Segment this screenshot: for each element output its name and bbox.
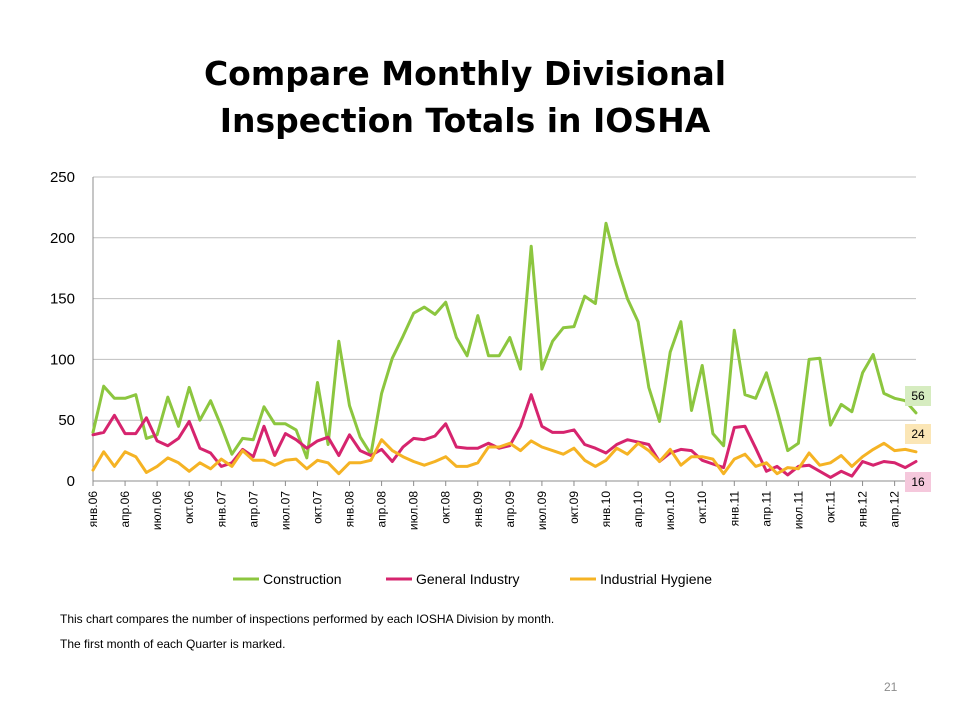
x-tick-label: апр.10 <box>631 491 645 528</box>
x-tick-label: янв.12 <box>856 491 870 528</box>
x-tick-label: июл.11 <box>791 491 805 530</box>
end-label: 16 <box>911 475 925 489</box>
series-line-2 <box>91 438 918 476</box>
y-tick-label: 250 <box>50 169 75 186</box>
chart-title-line-2: Inspection Totals in IOSHA <box>219 101 711 140</box>
legend-label: General Industry <box>416 571 520 587</box>
x-tick-label: окт.08 <box>439 491 453 524</box>
y-tick-label: 200 <box>50 230 75 247</box>
x-tick-label: июл.09 <box>535 491 549 530</box>
chart-title-line-1: Compare Monthly Divisional <box>203 54 727 93</box>
y-tick-label: 50 <box>58 412 75 429</box>
legend-label: Construction <box>263 571 342 587</box>
chart-note-2: The first month of each Quarter is marke… <box>60 637 286 651</box>
x-tick-label: окт.10 <box>695 491 709 524</box>
x-tick-label: янв.10 <box>599 491 613 528</box>
x-tick-label: апр.08 <box>375 491 389 528</box>
chart-note-1: This chart compares the number of inspec… <box>60 612 555 626</box>
x-tick-label: апр.07 <box>246 491 260 528</box>
end-label-box <box>905 472 931 492</box>
line-chart: 0 50 100 150 200 250 янв.06 апр.06 июл.06 окт.06 я… <box>50 169 931 587</box>
page-number: 21 <box>884 680 898 694</box>
x-tick-label: янв.08 <box>343 491 357 528</box>
x-tick-label: янв.11 <box>727 491 741 527</box>
legend-label: Industrial Hygiene <box>600 571 712 587</box>
end-label-box <box>905 386 931 406</box>
x-tick-label: окт.07 <box>310 491 324 524</box>
x-tick-label: июл.06 <box>150 491 164 530</box>
x-tick-label: апр.12 <box>888 491 902 528</box>
end-label: 24 <box>911 427 925 441</box>
x-tick-label: июл.08 <box>407 491 421 530</box>
x-tick-label: окт.09 <box>567 491 581 524</box>
end-label-box <box>905 424 931 444</box>
x-tick-label: янв.09 <box>471 491 485 528</box>
y-tick-label: 0 <box>67 473 75 490</box>
y-tick-label: 100 <box>50 351 75 368</box>
series-line-0 <box>91 221 918 460</box>
x-tick-label: янв.06 <box>86 491 100 528</box>
x-tick-label: июл.07 <box>278 491 292 530</box>
x-tick-label: окт.06 <box>182 491 196 524</box>
y-tick-label: 150 <box>50 291 75 308</box>
chart-title: Compare Monthly Divisional Inspection To… <box>0 50 930 144</box>
x-tick-label: апр.06 <box>118 491 132 528</box>
x-tick-label: апр.11 <box>759 491 773 527</box>
end-label: 56 <box>911 389 925 403</box>
x-tick-label: янв.07 <box>214 491 228 528</box>
x-tick-label: апр.09 <box>503 491 517 528</box>
x-tick-label: окт.11 <box>823 491 837 523</box>
x-tick-label: июл.10 <box>663 491 677 530</box>
